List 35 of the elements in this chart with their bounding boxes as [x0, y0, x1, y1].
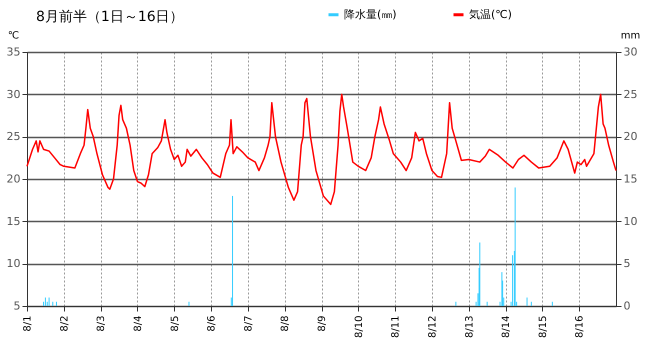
- y-tick-label: 30: [6, 88, 20, 101]
- x-tick-label: 8/14: [501, 316, 512, 338]
- x-tick-label: 8/10: [354, 316, 365, 338]
- x-tick-label: 8/15: [538, 316, 549, 338]
- y2-tick-label: 5: [624, 257, 630, 270]
- y2-tick-label: 30: [624, 46, 638, 58]
- y-tick-label: 35: [6, 46, 20, 58]
- x-tick-label: 8/5: [170, 316, 181, 332]
- x-tick-label: 8/4: [132, 316, 144, 332]
- legend-label: 降水量(㎜): [344, 8, 397, 21]
- y-axis-title: ℃: [8, 30, 20, 42]
- x-tick-label: 8/6: [206, 316, 218, 332]
- legend-label: 気温(℃): [469, 8, 512, 21]
- y-tick-label: 15: [6, 214, 20, 228]
- chart-title: 8月前半（1日～16日）: [36, 9, 184, 25]
- y-tick-label: 5: [14, 300, 20, 312]
- y-tick-label: 10: [6, 257, 20, 270]
- x-tick-label: 8/13: [464, 316, 476, 338]
- y2-tick-label: 25: [624, 88, 638, 101]
- x-tick-label: 8/1: [22, 316, 34, 332]
- x-tick-label: 8/2: [59, 316, 70, 332]
- x-tick-label: 8/3: [96, 316, 108, 332]
- y2-tick-label: 10: [624, 214, 638, 228]
- x-tick-label: 8/9: [317, 316, 328, 332]
- y-tick-label: 25: [6, 130, 20, 144]
- x-tick-label: 8/11: [390, 316, 402, 338]
- y2-axis-title: mm: [620, 30, 640, 42]
- x-tick-label: 8/16: [574, 316, 586, 338]
- y2-tick-label: 20: [624, 130, 638, 144]
- x-tick-label: 8/7: [243, 316, 254, 332]
- y2-tick-label: 0: [624, 300, 630, 312]
- x-tick-label: 8/8: [280, 316, 292, 332]
- y-tick-label: 20: [6, 172, 20, 186]
- x-tick-label: 8/12: [427, 316, 438, 338]
- y2-tick-label: 15: [624, 172, 638, 186]
